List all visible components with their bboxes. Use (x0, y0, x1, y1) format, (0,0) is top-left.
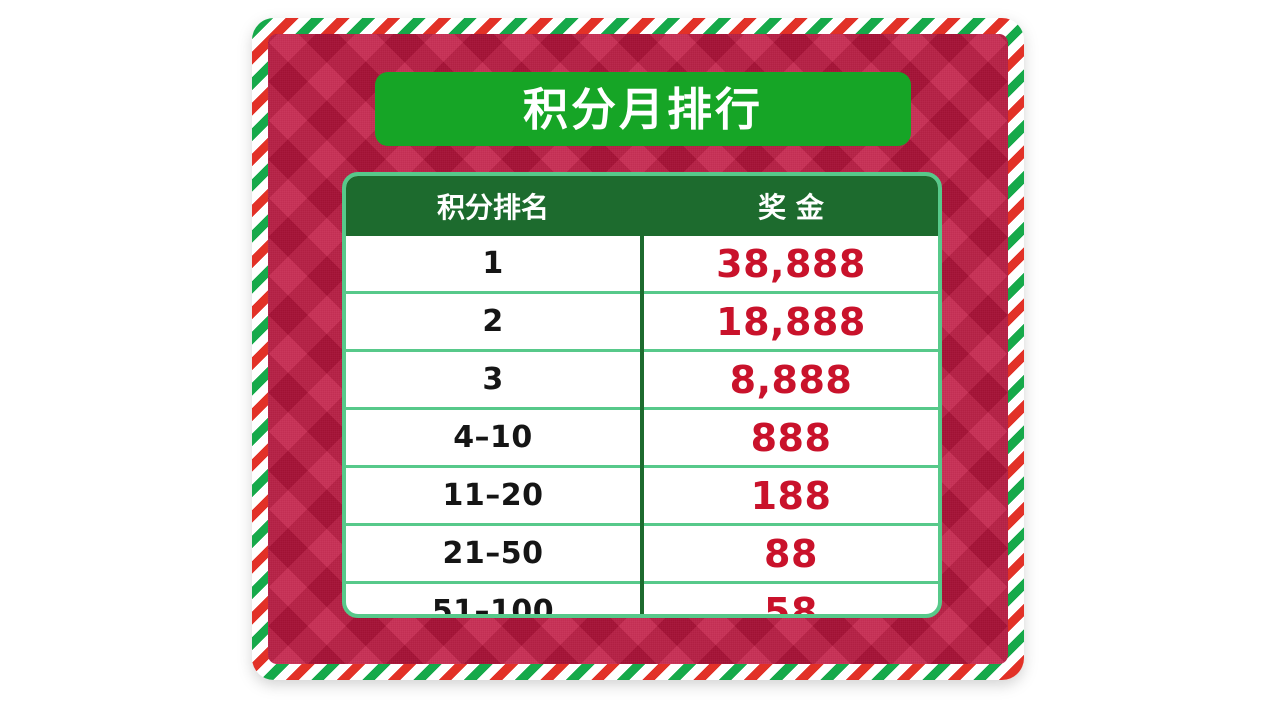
cell-rank: 21–50 (346, 523, 642, 583)
table-row: 2 18,888 (346, 291, 938, 351)
page-title: 积分月排行 (522, 82, 763, 136)
prize-table-container: 积分排名 奖 金 1 38,888 2 18,888 (342, 172, 942, 618)
prize-table-head: 积分排名 奖 金 (346, 176, 938, 236)
column-header-prize: 奖 金 (640, 176, 938, 236)
column-header-rank: 积分排名 (346, 176, 642, 236)
cell-prize: 888 (640, 407, 938, 467)
argyle-background-panel: 积分月排行 积分排名 奖 金 1 38,888 (268, 34, 1008, 664)
table-row: 3 8,888 (346, 349, 938, 409)
cell-rank: 3 (346, 349, 642, 409)
cell-prize: 88 (640, 523, 938, 583)
cell-rank: 2 (346, 291, 642, 351)
table-row: 21–50 88 (346, 523, 938, 583)
cell-rank: 4–10 (346, 407, 642, 467)
table-header-row: 积分排名 奖 金 (346, 176, 938, 236)
table-row: 11–20 188 (346, 465, 938, 525)
cell-prize: 18,888 (640, 291, 938, 351)
title-banner: 积分月排行 (375, 72, 911, 146)
table-row: 1 38,888 (346, 236, 938, 293)
table-row: 51–100 58 (346, 581, 938, 614)
table-row: 4–10 888 (346, 407, 938, 467)
cell-prize: 58 (640, 581, 938, 614)
cell-prize: 38,888 (640, 236, 938, 293)
cell-prize: 8,888 (640, 349, 938, 409)
prize-table: 积分排名 奖 金 1 38,888 2 18,888 (346, 176, 938, 614)
cell-rank: 1 (482, 246, 504, 281)
prize-table-body: 1 38,888 2 18,888 3 8,888 4–10 (346, 236, 938, 614)
promo-card: 积分月排行 积分排名 奖 金 1 38,888 (252, 18, 1024, 680)
cell-rank: 11–20 (346, 465, 642, 525)
cell-rank: 51–100 (346, 581, 642, 614)
cell-prize: 188 (640, 465, 938, 525)
